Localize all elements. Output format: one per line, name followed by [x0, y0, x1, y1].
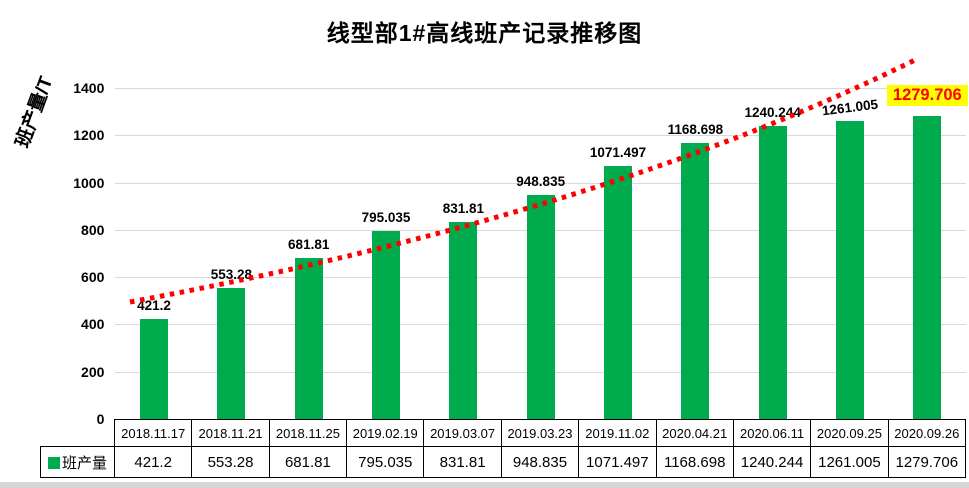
table-value-cell: 553.28: [191, 446, 270, 478]
bar: [836, 120, 864, 419]
y-axis-tick: 400: [81, 316, 105, 333]
table-value-cell: 831.81: [423, 446, 502, 478]
x-axis-category: 2020.09.25: [810, 419, 889, 447]
bar: [681, 142, 710, 419]
bar-data-label: 1071.497: [589, 144, 647, 160]
table-corner-spacer: [41, 420, 115, 447]
y-axis-tick: 600: [81, 269, 105, 286]
bar-data-label: 948.835: [516, 173, 566, 189]
y-axis-tick: 0: [96, 411, 105, 427]
x-axis-category: 2019.03.07: [423, 419, 502, 447]
y-axis-title: 班产量/T: [12, 73, 58, 151]
bar-data-label: 421.2: [137, 298, 171, 314]
legend-label: 班产量: [61, 454, 107, 472]
x-axis-category: 2020.06.11: [732, 419, 812, 447]
bar: [294, 257, 323, 419]
bar: [449, 222, 478, 419]
legend-color-swatch: [47, 456, 60, 469]
x-axis-category-row: 2018.11.17 2018.11.21 2018.11.25 2019.02.19…: [41, 419, 967, 447]
bar: [526, 194, 555, 419]
table-value-cell: 1071.497: [578, 446, 657, 478]
y-axis-tick: 1000: [73, 174, 105, 191]
gridline: [115, 88, 966, 89]
x-axis-category: 2018.11.25: [268, 419, 348, 447]
data-table: 2018.11.17 2018.11.21 2018.11.25 2019.02.19…: [40, 419, 967, 478]
bar: [604, 165, 633, 419]
bar: [140, 319, 169, 419]
table-value-cell: 1261.005: [810, 446, 889, 478]
x-axis-category: 2020.04.21: [655, 419, 734, 447]
y-axis-tick: 200: [81, 363, 105, 380]
table-value-cell: 681.81: [268, 446, 348, 478]
bar: [372, 231, 401, 419]
y-axis-tick: 1200: [73, 127, 105, 144]
x-axis-category: 2019.03.23: [500, 419, 580, 447]
bar-data-label: 1279.706: [867, 85, 969, 107]
bar: [913, 116, 942, 419]
x-axis-category: 2020.09.26: [887, 419, 967, 447]
table-value-cell: 795.035: [346, 446, 425, 478]
bottom-edge-strip: [0, 482, 969, 488]
table-value-cell: 1240.244: [732, 446, 812, 478]
table-value-cell: 1279.706: [887, 446, 967, 478]
chart-title: 线型部1#高线班产记录推移图: [326, 20, 643, 46]
bar: [758, 125, 787, 419]
highlighted-value: 1279.706: [886, 85, 968, 107]
x-axis-category: 2019.02.19: [346, 419, 425, 447]
y-axis-tick: 1400: [73, 80, 105, 96]
bar-data-label: 831.81: [442, 201, 484, 217]
legend-cell: 班产量: [40, 446, 115, 478]
bar-data-label: 681.81: [288, 236, 330, 252]
bar-data-label: 1168.698: [667, 121, 724, 137]
bar: [217, 288, 246, 419]
table-value-cell: 1168.698: [655, 446, 734, 478]
y-axis-tick: 800: [81, 221, 105, 238]
table-value-cell: 421.2: [113, 446, 193, 478]
x-axis-category: 2018.11.17: [113, 419, 193, 447]
table-value-cell: 948.835: [500, 446, 580, 478]
series-value-row: 班产量 421.2 553.28 681.81 795.035 831.81 948.83…: [40, 446, 967, 478]
x-axis-category: 2018.11.21: [191, 419, 270, 447]
bar-data-label: 553.28: [210, 267, 253, 283]
x-axis-category: 2019.11.02: [578, 419, 657, 447]
